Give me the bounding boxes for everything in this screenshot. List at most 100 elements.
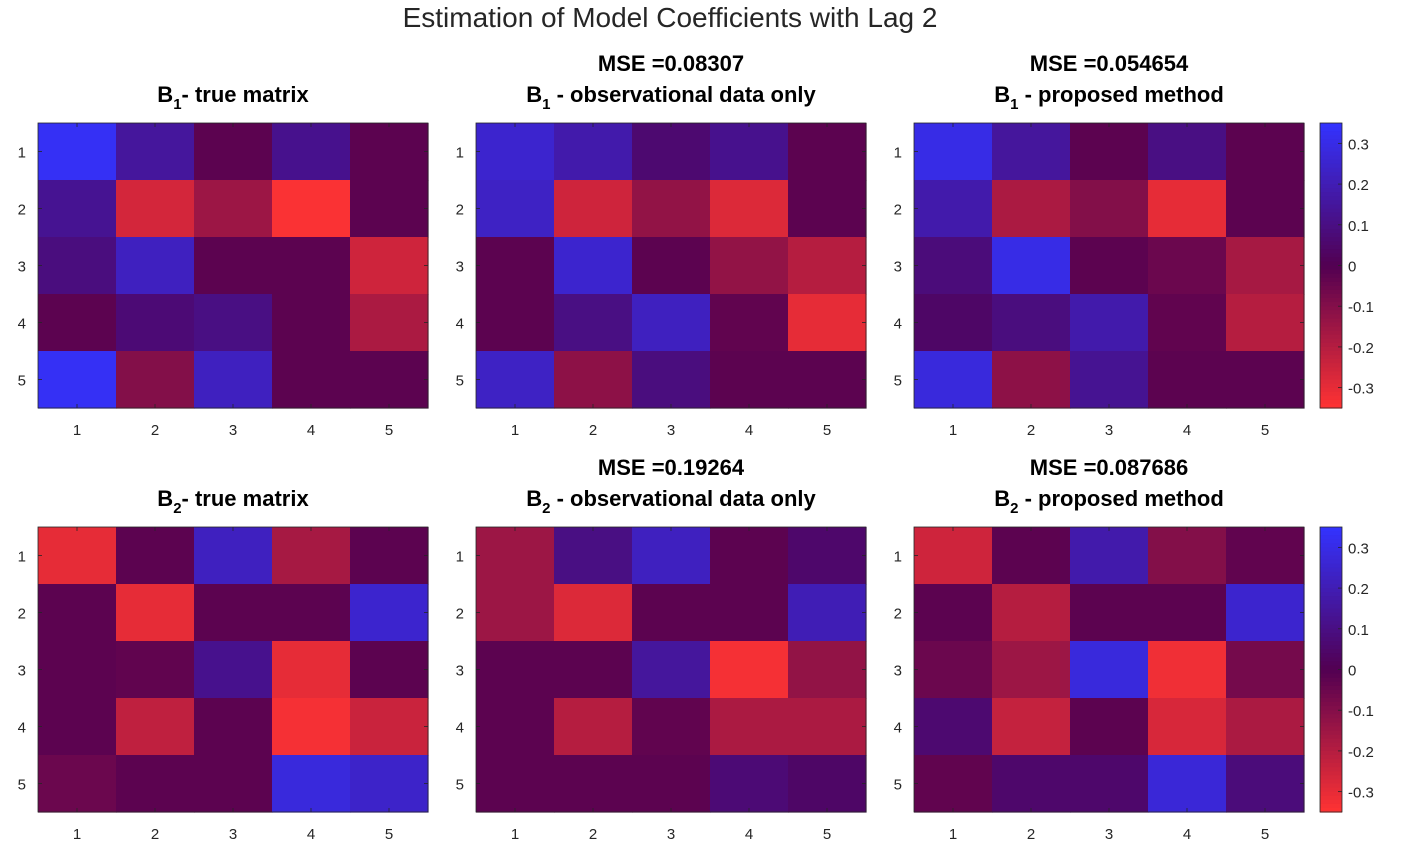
heatmap-cell-p4-r5-c3 xyxy=(194,755,273,813)
y-tick-label: 5 xyxy=(894,777,902,794)
heatmap-cell-p5-r4-c1 xyxy=(476,698,555,756)
colorbar-segment xyxy=(1320,363,1342,368)
colorbar-segment xyxy=(1320,367,1342,372)
colorbar-segment xyxy=(1320,579,1342,585)
heatmap-cell-p4-r4-c1 xyxy=(38,698,117,756)
panel-heading-sub: 1 xyxy=(542,96,551,113)
heatmap-cell-p5-r2-c4 xyxy=(710,584,789,642)
heatmap-cell-p5-r5-c3 xyxy=(632,755,711,813)
panel-title-b1-obs: MSE =0.08307 B1 - observational data onl… xyxy=(476,48,866,113)
colorbar-segment xyxy=(1320,734,1342,740)
heatmap-cell-p5-r2-c2 xyxy=(554,584,633,642)
heatmap-cell-p6-r2-c4 xyxy=(1148,584,1227,642)
heatmap-cell-p3-r3-c2 xyxy=(992,237,1071,295)
heatmap-cell-p6-r2-c5 xyxy=(1226,584,1305,642)
colorbar-segment xyxy=(1320,649,1342,654)
colorbar-segment xyxy=(1320,665,1342,671)
heatmap-cell-p2-r5-c3 xyxy=(632,351,711,409)
colorbar-segment xyxy=(1320,596,1342,601)
colorbar-segment xyxy=(1320,693,1342,699)
y-tick-label: 4 xyxy=(18,316,26,333)
x-tick-label: 2 xyxy=(151,422,159,439)
colorbar-segment xyxy=(1320,730,1342,736)
heatmap-cell-p5-r3-c1 xyxy=(476,641,555,699)
heatmap-cell-p3-r1-c3 xyxy=(1070,123,1149,181)
panel-heading-base: B xyxy=(994,486,1011,511)
heatmap-cell-p1-r5-c2 xyxy=(116,351,195,409)
heatmap-cell-p6-r3-c5 xyxy=(1226,641,1305,699)
heatmap-cell-p3-r5-c2 xyxy=(992,351,1071,409)
colorbar-segment xyxy=(1320,147,1342,153)
heatmap-cell-p6-r1-c3 xyxy=(1070,527,1149,585)
heatmap-cell-p3-r1-c4 xyxy=(1148,123,1227,181)
colorbar-segment xyxy=(1320,677,1342,683)
heatmap-cell-p2-r2-c3 xyxy=(632,180,711,238)
colorbar-segment xyxy=(1320,685,1342,691)
heatmap-cell-p2-r2-c1 xyxy=(476,180,555,238)
heatmap-cell-p6-r3-c2 xyxy=(992,641,1071,699)
heatmap-cell-p4-r1-c1 xyxy=(38,527,117,585)
colorbar-segment xyxy=(1320,127,1342,132)
y-tick-label: 1 xyxy=(456,145,464,162)
heatmap-cell-p3-r1-c2 xyxy=(992,123,1071,181)
colorbar-segment xyxy=(1320,555,1342,561)
x-tick-label: 4 xyxy=(1183,826,1191,843)
heatmap-cell-p3-r4-c3 xyxy=(1070,294,1149,352)
colorbar-segment xyxy=(1320,314,1342,320)
y-tick-label: 3 xyxy=(18,259,26,276)
heatmap-cell-p1-r1-c5 xyxy=(350,123,429,181)
panel-heading-sub: 2 xyxy=(542,500,551,517)
heatmap-cell-p6-r1-c5 xyxy=(1226,527,1305,585)
x-tick-label: 1 xyxy=(949,422,957,439)
heatmap-cell-p1-r3-c5 xyxy=(350,237,429,295)
y-tick-label: 3 xyxy=(456,259,464,276)
y-tick-label: 1 xyxy=(456,549,464,566)
panel-heading-sub: 2 xyxy=(173,500,182,517)
panel-mse: MSE =0.054654 xyxy=(1029,51,1189,76)
heatmap-cell-p4-r4-c5 xyxy=(350,698,429,756)
heatmap-cell-p6-r1-c2 xyxy=(992,527,1071,585)
heatmap-cell-p1-r5-c1 xyxy=(38,351,117,409)
heatmap-cell-p5-r3-c4 xyxy=(710,641,789,699)
heatmap-cell-p3-r1-c5 xyxy=(1226,123,1305,181)
heatmap-cell-p1-r2-c5 xyxy=(350,180,429,238)
x-tick-label: 1 xyxy=(511,826,519,843)
colorbar-segment xyxy=(1320,306,1342,311)
x-tick-label: 5 xyxy=(1261,422,1269,439)
x-tick-label: 4 xyxy=(745,422,753,439)
colorbar-segment xyxy=(1320,216,1342,222)
colorbar-segment xyxy=(1320,653,1342,658)
heatmap-cell-p2-r1-c2 xyxy=(554,123,633,181)
colorbar-segment xyxy=(1320,539,1342,544)
colorbar-segment xyxy=(1320,636,1342,642)
heatmap-cell-p5-r1-c3 xyxy=(632,527,711,585)
heatmap-cell-p2-r4-c1 xyxy=(476,294,555,352)
heatmap-cell-p1-r2-c3 xyxy=(194,180,273,238)
colorbar-segment xyxy=(1320,714,1342,719)
heatmap-cell-p2-r2-c2 xyxy=(554,180,633,238)
heatmap-cell-p1-r1-c4 xyxy=(272,123,351,181)
x-tick-label: 5 xyxy=(385,826,393,843)
heatmap-cell-p4-r5-c5 xyxy=(350,755,429,813)
colorbar-segment xyxy=(1320,257,1342,263)
x-tick-label: 3 xyxy=(229,422,237,439)
panel-heading-rest: - observational data only xyxy=(550,82,816,107)
colorbar-segment xyxy=(1320,310,1342,315)
colorbar-segment xyxy=(1320,645,1342,650)
y-tick-label: 1 xyxy=(894,145,902,162)
heatmap-cell-p2-r5-c5 xyxy=(788,351,867,409)
colorbar-segment xyxy=(1320,184,1342,189)
x-tick-label: 1 xyxy=(73,422,81,439)
heatmap-cell-p2-r5-c4 xyxy=(710,351,789,409)
colorbar-segment xyxy=(1320,771,1342,776)
y-tick-label: 2 xyxy=(18,606,26,623)
panel-heading: B1- true matrix xyxy=(38,79,428,113)
panel-heading: B2- true matrix xyxy=(38,483,428,517)
heatmap-cell-p4-r1-c3 xyxy=(194,527,273,585)
heatmap-cell-p4-r3-c1 xyxy=(38,641,117,699)
colorbar-segment xyxy=(1320,322,1342,328)
heatmap-cell-p5-r4-c4 xyxy=(710,698,789,756)
colorbar-segment xyxy=(1320,175,1342,181)
panel-heading: B2 - proposed method xyxy=(914,483,1304,517)
colorbar-segment xyxy=(1320,547,1342,553)
